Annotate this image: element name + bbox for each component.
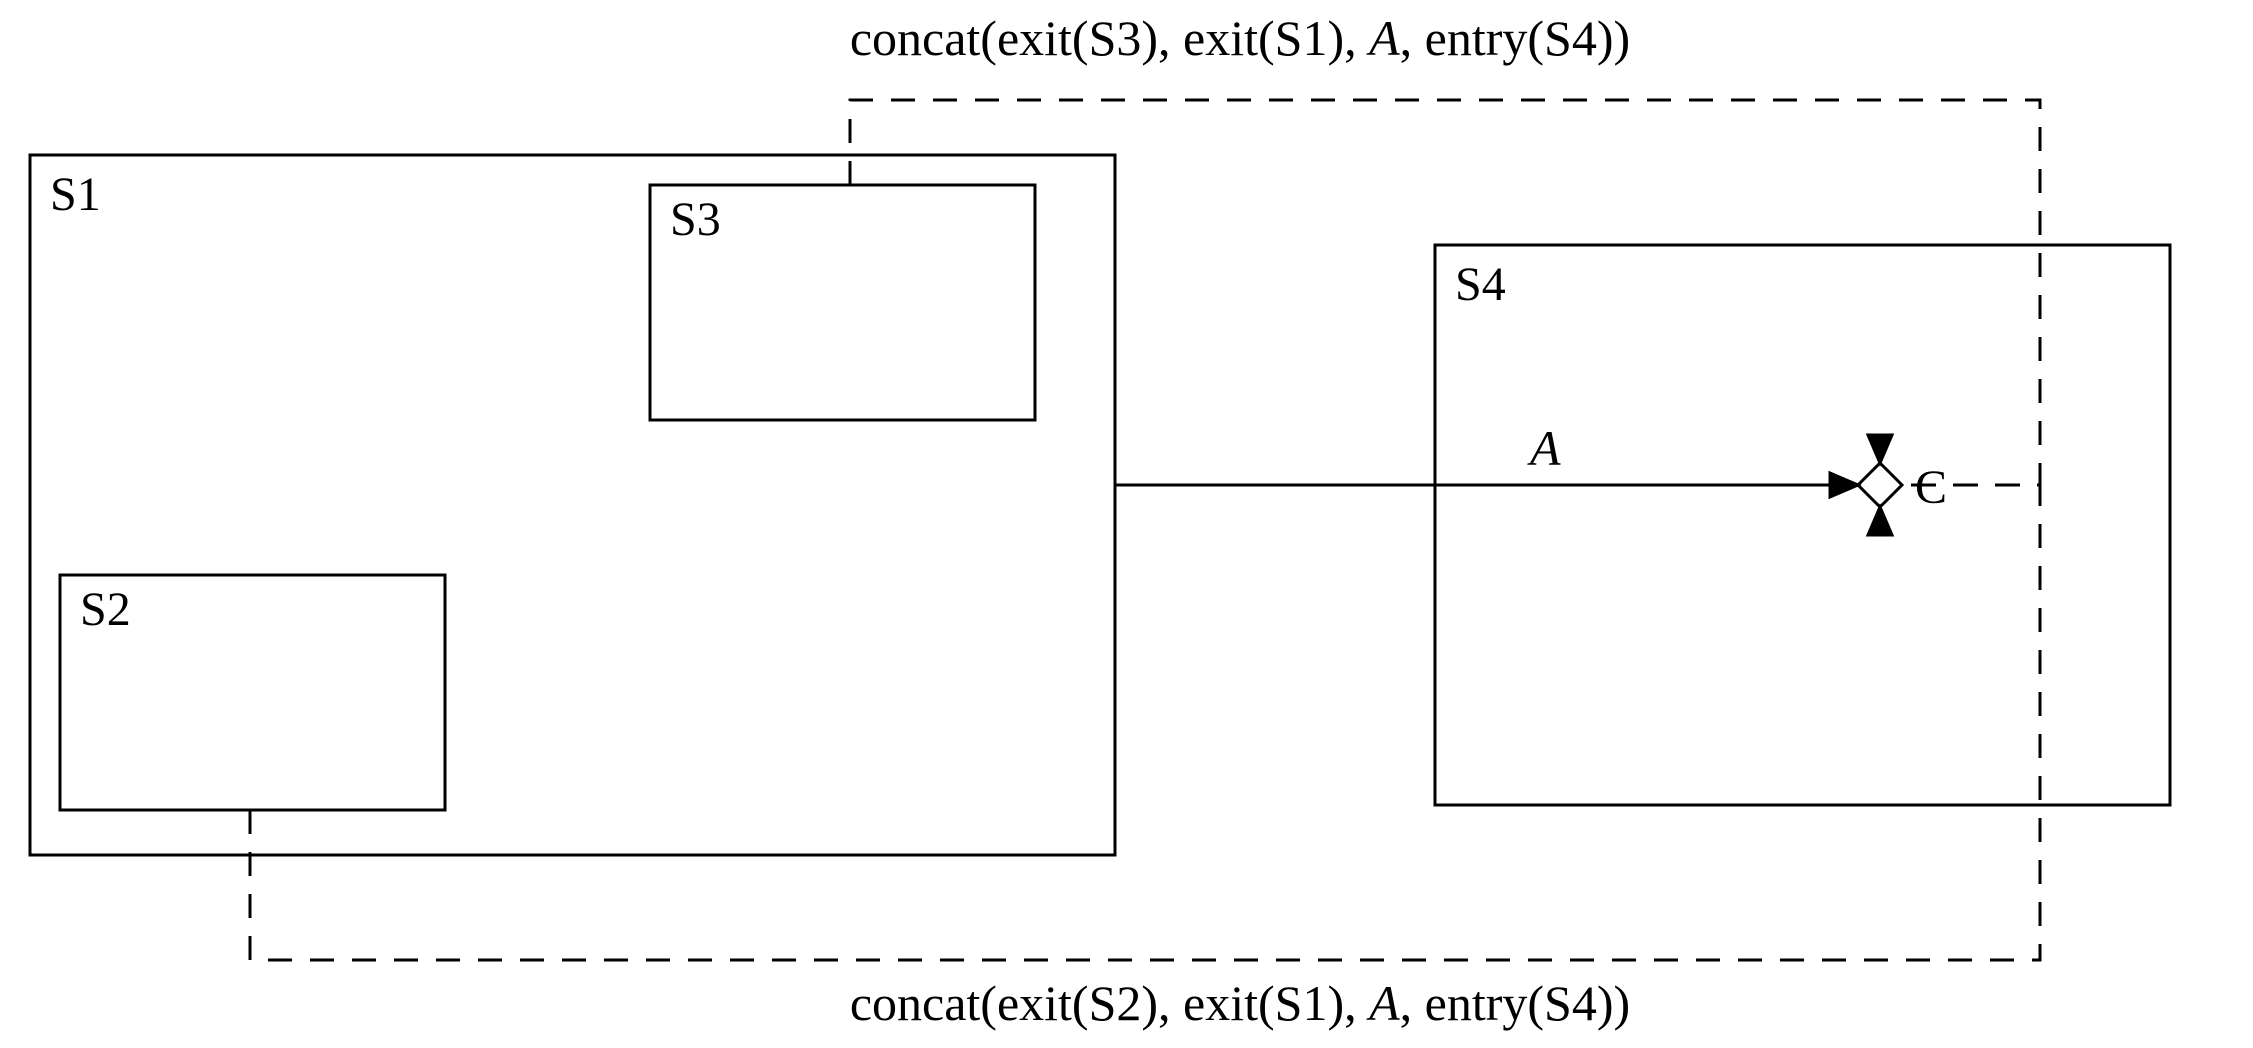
transition-main-arrow — [1830, 473, 1858, 497]
high-transition-s2-label: concat(exit(S2), exit(S1), A, entry(S4)) — [850, 975, 1630, 1031]
state-s4 — [1435, 245, 2170, 805]
high-transition-s2 — [250, 485, 2040, 960]
state-s1-label: S1 — [50, 168, 101, 221]
transition-main-label: A — [1527, 420, 1561, 476]
high-transition-s3 — [850, 100, 2040, 485]
state-s2-label: S2 — [80, 583, 131, 636]
state-s1 — [30, 155, 1115, 855]
high-transition-s3-label: concat(exit(S3), exit(S1), A, entry(S4)) — [850, 10, 1630, 66]
state-s4-label: S4 — [1455, 258, 1506, 311]
high-transition-s2-arrow — [1868, 507, 1892, 535]
connection-point-c-label: C — [1915, 461, 1947, 514]
high-transition-s3-arrow — [1868, 435, 1892, 463]
statechart-diagram: S1 S2 S3 S4 C A concat(exit(S3), exit(S1… — [0, 0, 2253, 1048]
state-s3-label: S3 — [670, 193, 721, 246]
connection-point-c — [1858, 463, 1902, 507]
